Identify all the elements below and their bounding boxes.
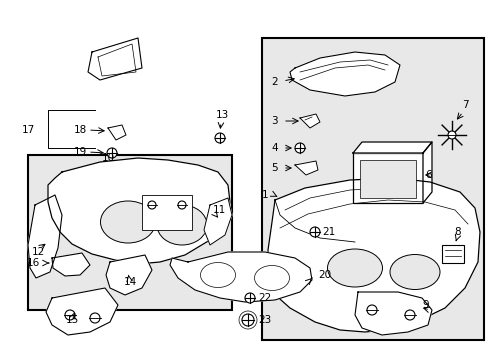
Text: 6: 6 — [424, 170, 431, 180]
Text: 5: 5 — [271, 163, 278, 173]
Circle shape — [148, 201, 156, 209]
Circle shape — [294, 143, 305, 153]
Circle shape — [404, 310, 414, 320]
Text: 7: 7 — [461, 100, 468, 110]
Polygon shape — [203, 198, 231, 245]
Circle shape — [366, 305, 376, 315]
Ellipse shape — [101, 201, 155, 243]
Polygon shape — [28, 195, 62, 278]
Text: 12: 12 — [31, 247, 44, 257]
Text: 9: 9 — [421, 300, 428, 310]
Text: 15: 15 — [65, 315, 79, 325]
Circle shape — [178, 201, 185, 209]
Circle shape — [107, 148, 117, 158]
Text: 11: 11 — [213, 205, 226, 215]
Text: 23: 23 — [258, 315, 271, 325]
Circle shape — [242, 314, 253, 326]
Ellipse shape — [157, 205, 206, 245]
Text: 2: 2 — [271, 77, 278, 87]
Polygon shape — [106, 255, 152, 295]
Text: 17: 17 — [21, 125, 35, 135]
Circle shape — [65, 310, 75, 320]
Circle shape — [447, 131, 455, 139]
Text: 13: 13 — [215, 110, 228, 120]
Bar — [441, 245, 463, 263]
Polygon shape — [299, 114, 319, 128]
Polygon shape — [108, 125, 126, 140]
Polygon shape — [46, 288, 118, 335]
Ellipse shape — [200, 262, 235, 288]
Bar — [359, 160, 415, 198]
Circle shape — [244, 293, 254, 303]
Ellipse shape — [327, 249, 382, 287]
Text: 1: 1 — [261, 190, 267, 200]
Circle shape — [309, 227, 319, 237]
Polygon shape — [170, 252, 311, 302]
Polygon shape — [88, 38, 142, 80]
Ellipse shape — [254, 266, 289, 291]
Text: 3: 3 — [271, 116, 278, 126]
Polygon shape — [52, 253, 90, 276]
Text: 4: 4 — [271, 143, 278, 153]
Circle shape — [215, 133, 224, 143]
Bar — [28, 155, 231, 310]
Bar — [262, 38, 483, 340]
Polygon shape — [48, 158, 229, 264]
Bar — [352, 153, 422, 203]
Polygon shape — [289, 52, 399, 96]
Text: 8: 8 — [454, 227, 460, 237]
Text: 16: 16 — [27, 258, 40, 268]
Polygon shape — [294, 161, 317, 175]
Circle shape — [90, 313, 100, 323]
Text: 21: 21 — [321, 227, 335, 237]
Polygon shape — [352, 142, 431, 153]
Text: 10: 10 — [101, 153, 114, 163]
Text: 18: 18 — [73, 125, 86, 135]
Text: 20: 20 — [317, 270, 330, 280]
Polygon shape — [422, 142, 431, 203]
Text: 19: 19 — [73, 147, 86, 157]
Ellipse shape — [389, 255, 439, 289]
Bar — [142, 195, 192, 230]
Polygon shape — [354, 292, 431, 335]
Polygon shape — [267, 178, 479, 332]
Circle shape — [239, 311, 257, 329]
Text: 22: 22 — [258, 293, 271, 303]
Text: 14: 14 — [123, 277, 136, 287]
